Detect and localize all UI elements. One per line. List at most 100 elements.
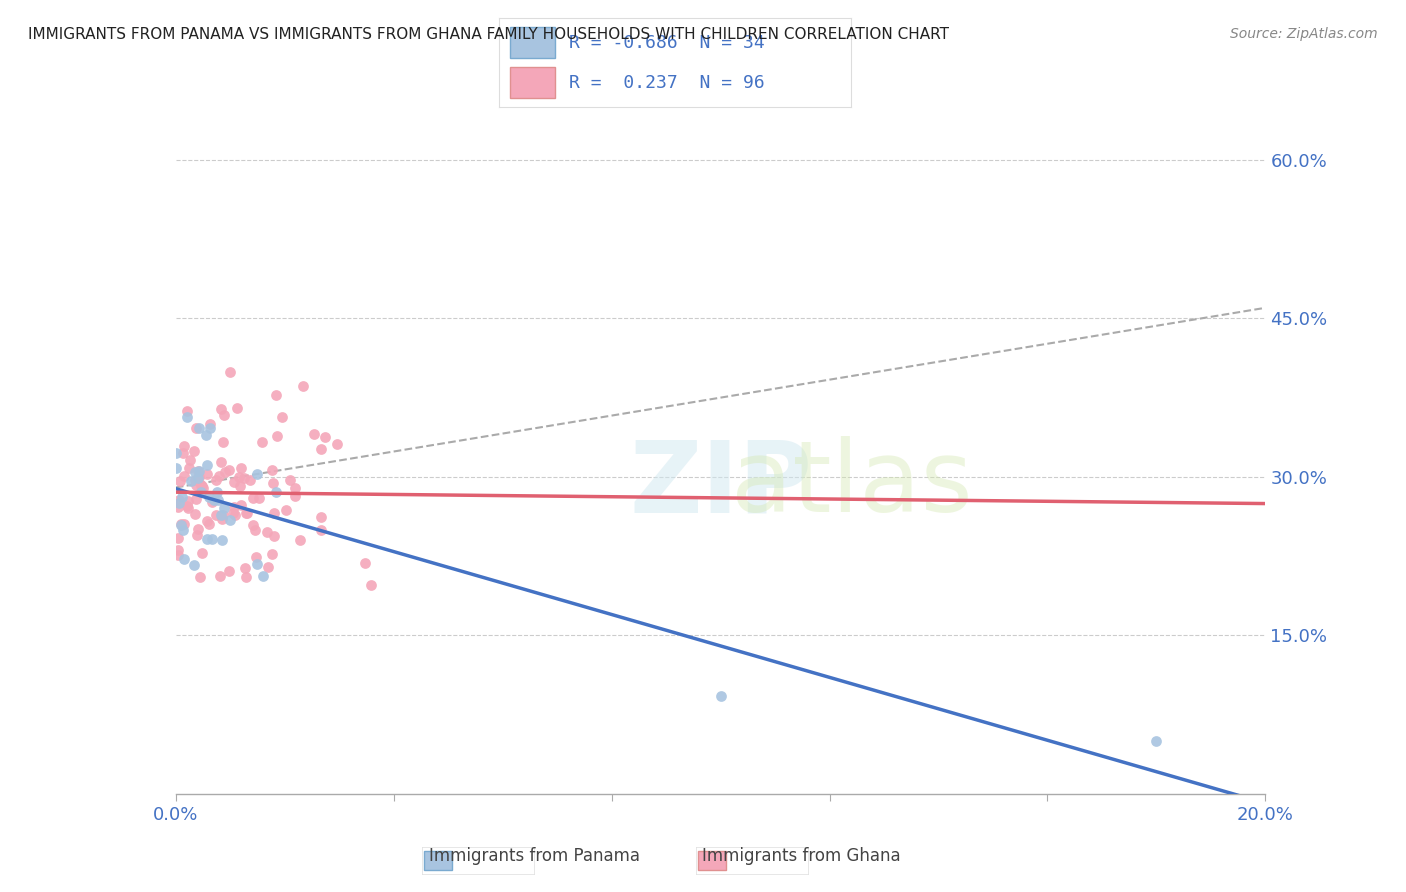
Point bbox=[354, 557, 377, 571]
Point bbox=[302, 427, 325, 442]
Point bbox=[183, 558, 205, 573]
FancyBboxPatch shape bbox=[425, 851, 453, 871]
Point bbox=[167, 500, 190, 515]
Point bbox=[201, 495, 224, 509]
FancyBboxPatch shape bbox=[510, 27, 555, 58]
Point bbox=[165, 446, 187, 460]
Point bbox=[184, 465, 207, 479]
Point bbox=[205, 473, 228, 487]
Point bbox=[232, 471, 254, 485]
Point bbox=[222, 475, 245, 489]
Point bbox=[278, 474, 301, 488]
Point bbox=[309, 509, 332, 524]
Point bbox=[292, 379, 315, 393]
Point bbox=[224, 500, 246, 514]
Point bbox=[205, 508, 228, 522]
Point bbox=[195, 533, 218, 547]
Point bbox=[235, 506, 257, 520]
Point bbox=[212, 408, 235, 422]
Point bbox=[228, 470, 250, 484]
Point bbox=[188, 570, 211, 584]
Point bbox=[201, 533, 224, 547]
Point bbox=[188, 421, 211, 435]
Point bbox=[186, 492, 208, 507]
Point bbox=[284, 481, 307, 495]
Point bbox=[176, 410, 198, 425]
Point bbox=[314, 430, 336, 444]
FancyBboxPatch shape bbox=[510, 67, 555, 98]
Point bbox=[169, 474, 191, 488]
Point bbox=[176, 500, 198, 514]
Point bbox=[188, 470, 211, 484]
Point bbox=[260, 547, 283, 561]
Point bbox=[191, 479, 214, 493]
Point bbox=[211, 512, 233, 526]
Text: R = -0.686  N = 34: R = -0.686 N = 34 bbox=[569, 34, 765, 52]
Text: Source: ZipAtlas.com: Source: ZipAtlas.com bbox=[1230, 27, 1378, 41]
Point bbox=[173, 469, 195, 483]
Point bbox=[252, 568, 274, 582]
Point bbox=[187, 471, 209, 485]
Point bbox=[165, 461, 187, 475]
Point bbox=[170, 490, 193, 504]
Point bbox=[207, 469, 229, 483]
Point bbox=[198, 417, 221, 431]
Point bbox=[209, 508, 232, 522]
Point bbox=[229, 461, 252, 475]
Point bbox=[209, 569, 232, 583]
Point bbox=[266, 429, 288, 443]
Point bbox=[247, 491, 270, 506]
Point bbox=[257, 560, 280, 574]
Point bbox=[276, 503, 298, 517]
Point bbox=[172, 524, 194, 538]
Point bbox=[288, 533, 311, 547]
Point bbox=[243, 523, 266, 537]
Point bbox=[212, 500, 235, 515]
Text: R =  0.237  N = 96: R = 0.237 N = 96 bbox=[569, 74, 765, 92]
Point bbox=[242, 517, 264, 532]
Point bbox=[236, 506, 259, 520]
Point bbox=[173, 517, 195, 532]
Point bbox=[167, 548, 190, 562]
Point bbox=[214, 465, 236, 479]
Point bbox=[224, 508, 246, 522]
Point bbox=[195, 458, 218, 472]
Point bbox=[190, 485, 212, 500]
Point bbox=[173, 551, 195, 566]
Point bbox=[184, 473, 207, 487]
Point bbox=[170, 516, 193, 531]
Point bbox=[167, 531, 190, 545]
Point bbox=[186, 527, 208, 541]
Point bbox=[207, 492, 229, 507]
Point bbox=[264, 485, 287, 500]
Point bbox=[284, 489, 307, 503]
Point bbox=[229, 478, 252, 492]
Point bbox=[205, 484, 228, 499]
Point bbox=[188, 464, 211, 478]
Point bbox=[239, 473, 262, 487]
Text: Immigrants from Panama: Immigrants from Panama bbox=[429, 847, 640, 865]
Point bbox=[245, 550, 267, 565]
Point bbox=[187, 464, 209, 478]
Point bbox=[226, 401, 249, 415]
Point bbox=[167, 543, 190, 558]
Text: Immigrants from Ghana: Immigrants from Ghana bbox=[702, 847, 901, 865]
Point bbox=[194, 428, 217, 442]
Point bbox=[218, 565, 240, 579]
Text: atlas: atlas bbox=[731, 436, 972, 533]
Point bbox=[177, 460, 200, 475]
Point bbox=[309, 523, 332, 537]
Point bbox=[179, 452, 201, 467]
Point bbox=[212, 435, 235, 450]
Point bbox=[262, 463, 284, 477]
Point bbox=[242, 491, 264, 506]
Point bbox=[167, 493, 190, 508]
Point bbox=[184, 478, 207, 492]
Point bbox=[710, 689, 733, 703]
Point bbox=[212, 508, 235, 523]
Point bbox=[252, 434, 274, 449]
Point bbox=[176, 501, 198, 516]
Point bbox=[193, 481, 215, 495]
Text: ZIP: ZIP bbox=[628, 436, 813, 533]
Point bbox=[190, 478, 212, 492]
